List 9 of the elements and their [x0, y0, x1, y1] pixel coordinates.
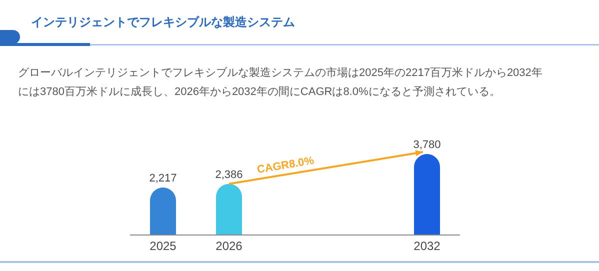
- x-tick-label: 2026: [216, 239, 243, 253]
- data-label: 3,780: [413, 139, 441, 151]
- annotation: CAGR8.0%: [256, 154, 316, 176]
- chart-subtitle: グローバルインテリジェントでフレキシブルな製造システムの市場は2025年の2217百万米ドルから2032年には3780百万米ドルに成長し、2026年から2032年の間にCAGRは8.0%になると予測されている。: [18, 66, 542, 98]
- x-tick-label: 2032: [414, 239, 441, 253]
- data-label: 2,386: [215, 168, 243, 181]
- data-label: 2,217: [149, 172, 177, 184]
- x-tick-label: 2025: [150, 239, 177, 253]
- chart-title: インテリジェントでフレキシブルな製造システム: [31, 15, 295, 29]
